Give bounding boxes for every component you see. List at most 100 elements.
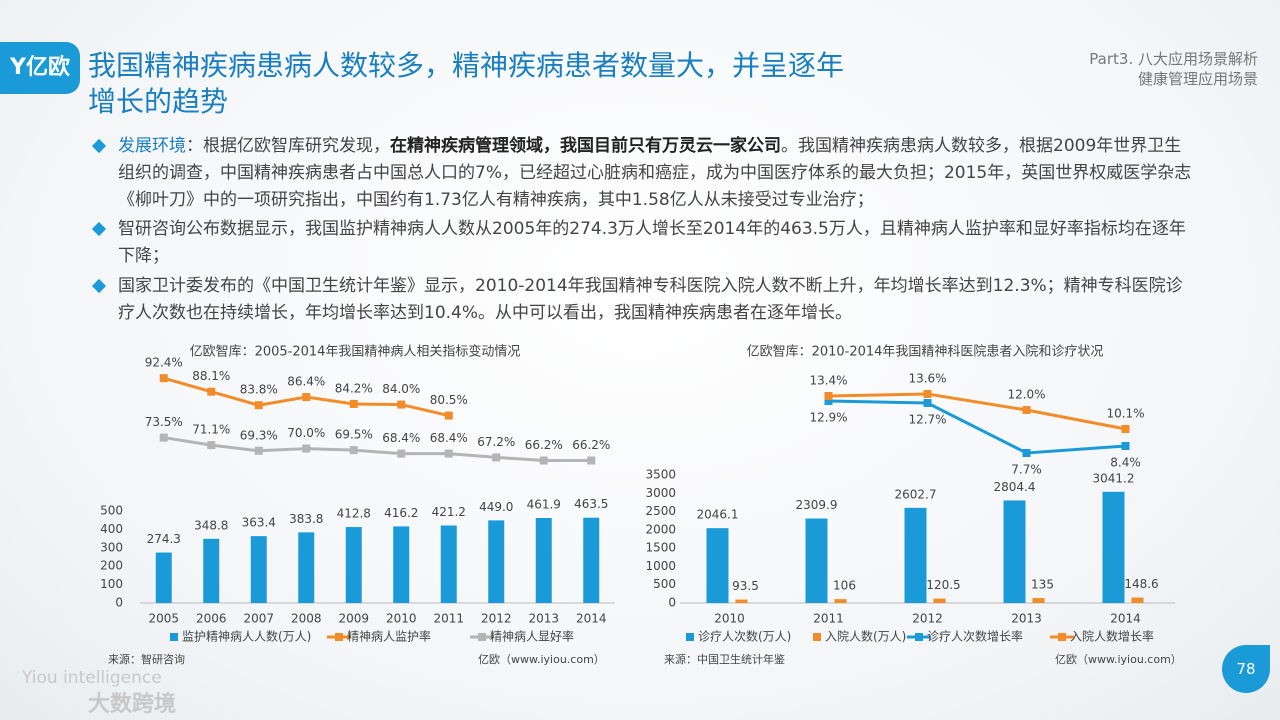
bar	[488, 520, 505, 603]
page-number: 78	[1222, 645, 1270, 693]
value-label: 68.4%	[382, 431, 420, 445]
value-label: 88.1%	[192, 369, 230, 383]
y-tick-label: 400	[100, 522, 123, 536]
bullet-bold: 在精神疾病管理领域，我国目前只有万灵云一家公司	[390, 136, 781, 156]
value-label: 12.9%	[809, 411, 847, 425]
value-label: 7.7%	[1011, 463, 1042, 477]
value-label: 86.4%	[287, 375, 325, 389]
line-point	[159, 433, 168, 442]
source: 来源：中国卫生统计年鉴	[664, 652, 785, 666]
bar	[393, 526, 410, 603]
value-label: 71.1%	[192, 423, 230, 437]
line-point	[1022, 406, 1031, 414]
x-tick-label: 2010	[714, 612, 745, 626]
x-tick-label: 2012	[481, 612, 512, 626]
value-label: 92.4%	[145, 356, 183, 370]
bar	[298, 532, 315, 603]
value-label: 12.0%	[1007, 388, 1045, 402]
bar	[203, 538, 220, 603]
value-label: 13.4%	[809, 374, 847, 388]
legend-label: 诊疗人次数增长率	[927, 629, 1023, 644]
x-tick-label: 2014	[576, 612, 607, 626]
bar	[735, 599, 748, 603]
line-point	[492, 453, 501, 462]
value-label: 135	[1031, 578, 1054, 592]
bar	[535, 518, 552, 603]
value-label: 68.4%	[430, 431, 468, 445]
value-label: 412.8	[337, 507, 371, 521]
line	[828, 392, 1126, 431]
y-tick-label: 0	[115, 596, 123, 610]
line-point	[302, 444, 311, 453]
chart-title: 亿欧智库：2005-2014年我国精神病人相关指标变动情况	[190, 344, 521, 360]
y-tick-label: 1500	[645, 541, 676, 555]
line-point	[587, 456, 596, 465]
y-tick-label: 500	[653, 577, 676, 591]
value-label: 461.9	[527, 498, 561, 512]
bullet-text: 国家卫计委发布的《中国卫生统计年鉴》显示，2010-2014年我国精神专科医院入…	[118, 276, 1183, 323]
value-label: 69.3%	[240, 428, 278, 442]
value-label: 66.2%	[525, 438, 563, 452]
legend-label: 精神病人显好率	[490, 629, 574, 644]
line-point	[923, 390, 932, 398]
y-tick-label: 2000	[645, 522, 676, 536]
x-tick-label: 2011	[433, 612, 464, 626]
line	[828, 399, 1126, 455]
site: 亿欧（www.iyiou.com）	[1055, 653, 1182, 666]
x-tick-label: 2013	[1011, 612, 1042, 626]
value-label: 348.8	[194, 518, 228, 532]
x-tick-label: 2006	[196, 612, 227, 626]
value-label: 3041.2	[1093, 471, 1135, 485]
value-label: 12.7%	[908, 413, 946, 427]
watermark: 大数跨境	[88, 692, 177, 717]
bullet: 智研咨询公布数据显示，我国监护精神病人人数从2005年的274.3万人增长至20…	[91, 216, 1196, 270]
bar	[440, 525, 457, 603]
line-point	[159, 374, 168, 383]
line-point	[207, 387, 216, 396]
value-label: 73.5%	[145, 415, 183, 429]
value-label: 66.2%	[572, 438, 610, 452]
bullet: 发展环境：根据亿欧智库研究发现，在精神疾病管理领域，我国目前只有万灵云一家公司。…	[91, 133, 1196, 214]
x-tick-label: 2009	[338, 612, 369, 626]
bar	[805, 518, 828, 603]
legend-swatch	[335, 633, 343, 641]
section-label: 健康管理应用场景	[1137, 70, 1258, 88]
line-point	[539, 456, 548, 465]
legend-swatch	[813, 633, 821, 641]
legend-label: 入院人数(万人)	[825, 629, 906, 644]
logo: Y亿欧	[0, 42, 80, 94]
bar	[1032, 598, 1045, 603]
bar	[1102, 491, 1125, 603]
line-point	[254, 401, 263, 410]
line-point	[444, 449, 453, 458]
legend-label: 精神病人监护率	[347, 629, 431, 644]
part-label: Part3. 八大应用场景解析	[1089, 50, 1258, 68]
value-label: 13.6%	[908, 372, 946, 386]
value-label: 67.2%	[477, 435, 515, 449]
line-point	[349, 446, 358, 455]
y-tick-label: 100	[100, 577, 123, 591]
line-point	[1121, 425, 1130, 433]
bullet: 国家卫计委发布的《中国卫生统计年鉴》显示，2010-2014年我国精神专科医院入…	[91, 273, 1196, 327]
line-point	[1022, 449, 1031, 457]
bullet-lead: 发展环境	[118, 136, 186, 156]
y-tick-label: 300	[100, 540, 123, 554]
value-label: 80.5%	[430, 393, 468, 407]
legend-swatch	[170, 633, 178, 641]
line-point	[824, 397, 833, 405]
source: 来源：智研咨询	[108, 652, 185, 666]
value-label: 416.2	[384, 506, 418, 520]
bullet-text: 智研咨询公布数据显示，我国监护精神病人人数从2005年的274.3万人增长至20…	[118, 219, 1186, 266]
bar	[904, 507, 927, 603]
site: 亿欧（www.iyiou.com）	[478, 653, 605, 666]
line-point	[207, 441, 216, 450]
bullet-text: ：根据亿欧智库研究发现，	[186, 136, 390, 156]
x-tick-label: 2010	[386, 612, 417, 626]
bar	[706, 528, 729, 603]
logo-text: 亿欧	[25, 55, 70, 80]
legend-swatch	[478, 633, 486, 641]
y-tick-label: 200	[100, 559, 123, 573]
value-label: 8.4%	[1110, 456, 1141, 470]
bar	[834, 599, 847, 603]
